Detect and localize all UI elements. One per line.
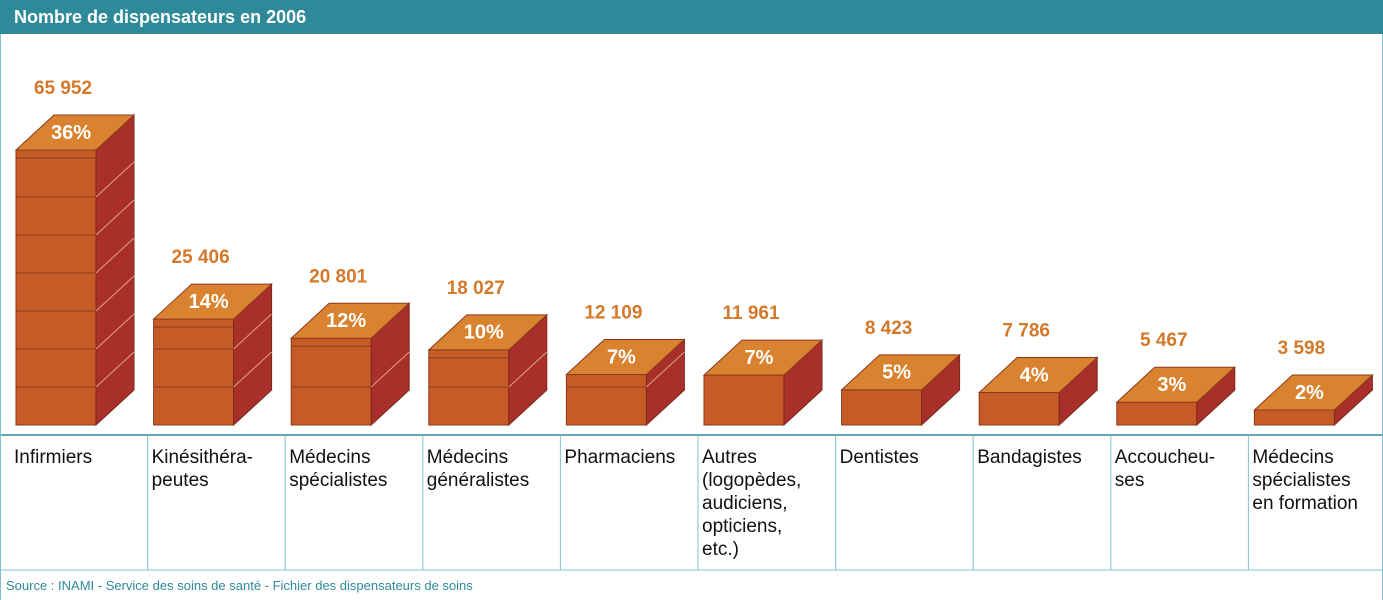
share-label: 7% [607,346,636,368]
bar [15,149,97,426]
share-label: 3% [1157,374,1186,396]
bar-top [152,283,273,320]
brick-line [95,313,135,350]
category-label: Dentistes [839,447,919,468]
category-label: Médecins généralistes [426,447,530,491]
bar-top [977,357,1099,394]
bar [565,374,647,426]
brick-line [95,275,135,312]
chart-title: Nombre de dispensateurs en 2006 [0,0,1383,34]
value-label: 7 786 [1002,321,1050,342]
category-label: Kinésithéra- peutes [151,447,253,491]
bar-top [1115,366,1237,403]
value-label: 12 109 [584,303,642,324]
value-label: 8 423 [865,318,913,339]
share-label: 4% [1020,364,1049,386]
category-label: Pharmaciens [564,447,676,468]
brick-line [233,351,272,388]
brick-line [233,313,272,350]
value-label: 20 801 [309,266,368,287]
bar-top [289,302,411,339]
category-label: Autres (logopèdes, audiciens, opticiens,… [702,447,802,560]
value-label: 25 406 [172,247,230,268]
bar-side [95,113,135,427]
bar [290,337,372,426]
category-label: Infirmiers [14,447,93,468]
bar-top [427,314,549,351]
brick-line [95,199,135,236]
value-label: 11 961 [722,303,779,324]
bar [1116,401,1198,426]
bar [978,392,1060,426]
brick-line [95,161,135,198]
value-label: 5 467 [1140,330,1188,351]
value-label: 18 027 [447,278,505,299]
bar [703,374,785,426]
category-label: Médecins spécialistes [289,447,388,491]
bar [841,389,923,426]
share-label: 36% [51,122,91,144]
category-label: Bandagistes [977,447,1082,468]
share-label: 14% [189,291,229,313]
brick-line [95,351,135,388]
brick-line [370,351,410,388]
bar-top [565,339,686,376]
value-label: 65 952 [34,78,92,99]
share-label: 7% [745,347,774,369]
bar-top [14,114,136,151]
bar-top [840,354,961,391]
bar-top [1253,374,1374,411]
share-label: 10% [464,322,504,344]
share-label: 2% [1295,382,1324,404]
brick-line [508,351,548,388]
bar [1253,409,1335,426]
bar [153,318,235,426]
share-label: 12% [326,310,366,332]
bar-top [702,339,824,376]
category-label: Médecins spécialistes en formation [1252,447,1359,514]
source: Source : INAMI - Service des soins de sa… [6,578,473,593]
brick-line [646,351,685,388]
brick-line [95,237,135,274]
category-label: Accoucheu- ses [1114,447,1216,491]
share-label: 5% [882,362,911,384]
value-label: 3 598 [1278,338,1326,359]
